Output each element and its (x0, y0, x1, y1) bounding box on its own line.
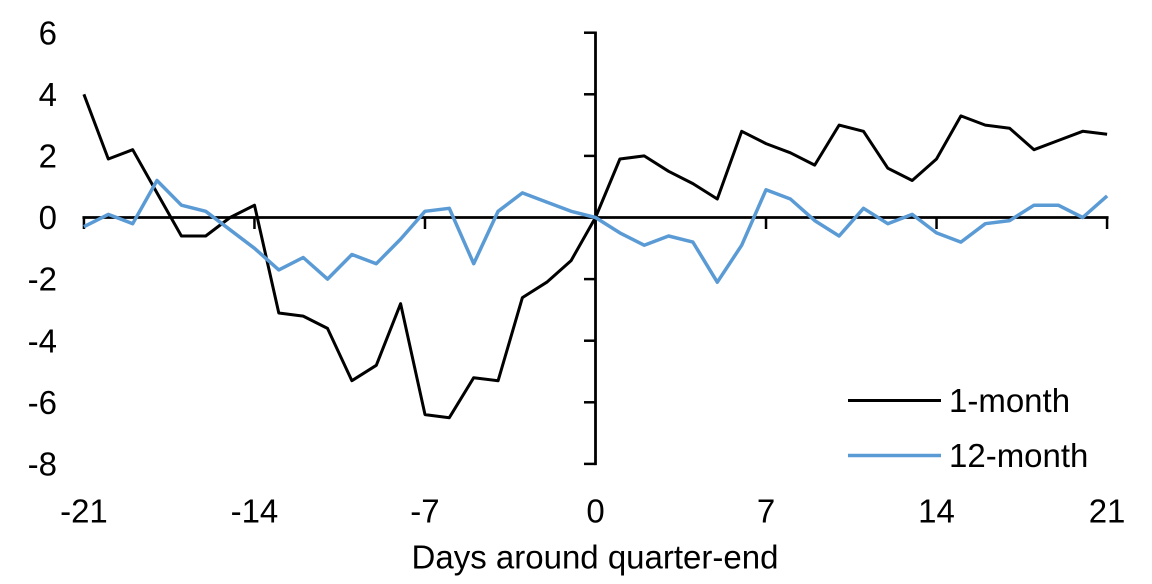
y-tick-label: -6 (28, 384, 57, 421)
y-tick-label: 4 (39, 76, 57, 113)
tick-labels: -21 -14 -7 0 7 14 21 6 4 2 0 -2 -4 -6 -8 (28, 14, 1126, 529)
series-lines (82, 93, 1109, 420)
x-tick-label: -21 (60, 493, 108, 530)
x-axis-title: Days around quarter-end (412, 539, 779, 576)
legend-label-12-month: 12-month (949, 437, 1088, 474)
x-tick-label: 21 (1089, 493, 1126, 530)
x-tick-label: 14 (918, 493, 955, 530)
y-tick-label: 0 (39, 199, 57, 236)
y-tick-label: -2 (28, 261, 57, 298)
series-line-12-month (83, 178, 1109, 284)
y-tick-label: -8 (28, 445, 57, 482)
y-tick-label: 6 (39, 14, 57, 51)
y-tick-label: -4 (28, 322, 57, 359)
x-tick-label: 7 (757, 493, 775, 530)
x-tick-label: 0 (586, 493, 604, 530)
legend-label-1-month: 1-month (949, 382, 1070, 419)
x-tick-label: -7 (410, 493, 439, 530)
y-tick-label: 2 (39, 137, 57, 174)
x-tick-label: -14 (231, 493, 279, 530)
legend: 1-month 12-month (848, 382, 1088, 474)
